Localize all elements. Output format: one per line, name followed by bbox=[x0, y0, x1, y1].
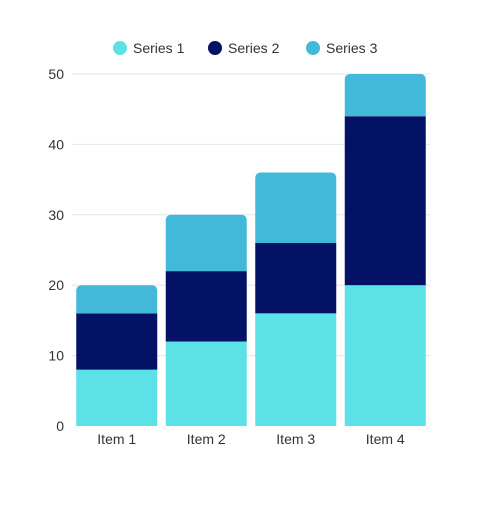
x-tick-label: Item 1 bbox=[97, 431, 136, 447]
y-tick-label: 20 bbox=[48, 277, 64, 293]
x-tick-label: Item 4 bbox=[366, 431, 405, 447]
y-tick-label: 0 bbox=[56, 418, 64, 434]
bar-segment bbox=[76, 369, 158, 426]
bar-segment bbox=[255, 242, 337, 314]
bar-segment bbox=[76, 285, 158, 314]
x-axis: Item 1 Item 2 Item 3 Item 4 bbox=[97, 431, 405, 447]
bar-segment bbox=[255, 172, 337, 243]
legend-label: Series 2 bbox=[228, 40, 280, 56]
y-axis: 0 10 20 30 40 50 bbox=[48, 66, 64, 434]
bar-segment bbox=[344, 74, 426, 117]
bar-segment bbox=[344, 285, 426, 426]
bar-segment bbox=[165, 271, 247, 342]
bar-segment bbox=[165, 341, 247, 426]
legend-marker bbox=[306, 41, 320, 55]
legend: Series 1 Series 2 Series 3 bbox=[113, 40, 378, 56]
legend-label: Series 3 bbox=[326, 40, 378, 56]
y-tick-label: 30 bbox=[48, 207, 64, 223]
bar-segment bbox=[76, 313, 158, 370]
y-tick-label: 10 bbox=[48, 348, 64, 364]
x-tick-label: Item 3 bbox=[276, 431, 315, 447]
y-tick-label: 40 bbox=[48, 136, 64, 152]
bars bbox=[76, 74, 426, 426]
legend-marker bbox=[208, 41, 222, 55]
x-tick-label: Item 2 bbox=[187, 431, 226, 447]
bar-segment bbox=[255, 313, 337, 426]
bar-segment bbox=[344, 116, 426, 286]
legend-label: Series 1 bbox=[133, 40, 185, 56]
legend-marker bbox=[113, 41, 127, 55]
bar-segment bbox=[165, 214, 247, 272]
y-tick-label: 50 bbox=[48, 66, 64, 82]
